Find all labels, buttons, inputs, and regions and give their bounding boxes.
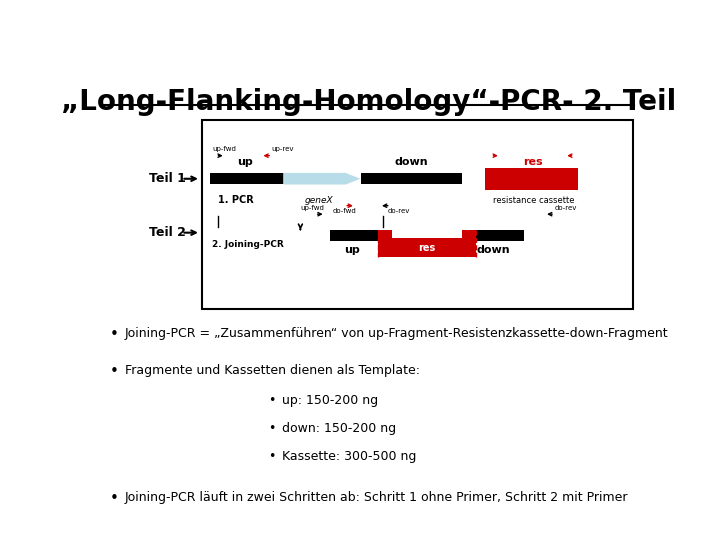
Text: res: res [418,243,436,253]
Text: up-rev: up-rev [271,146,294,152]
Text: do-rev: do-rev [387,208,410,214]
Text: down: down [476,245,510,254]
Text: up-fwd: up-fwd [301,205,325,211]
Text: Joining-PCR = „Zusammenführen“ von up-Fragment-Resistenzkassette-down-Fragment: Joining-PCR = „Zusammenführen“ von up-Fr… [125,327,668,340]
Text: 1. PCR: 1. PCR [218,195,253,205]
Text: Teil 2: Teil 2 [149,226,186,239]
Text: •: • [269,394,276,407]
Text: do-rev: do-rev [555,205,577,211]
Text: resistance cassette: resistance cassette [492,196,574,205]
FancyArrow shape [284,173,361,185]
Text: •: • [109,327,118,342]
Text: •: • [109,363,118,379]
Text: down: down [395,157,428,167]
Text: do-fwd: do-fwd [333,208,356,214]
Text: Kassette: 300-500 ng: Kassette: 300-500 ng [282,450,417,463]
Text: up: up [344,245,360,254]
Text: Fragmente und Kassetten dienen als Template:: Fragmente und Kassetten dienen als Templ… [125,363,420,376]
Text: •: • [109,491,118,507]
Text: •: • [269,422,276,435]
Bar [378,231,392,241]
Text: down: 150-200 ng: down: 150-200 ng [282,422,396,435]
Bar [462,231,524,241]
Bar [202,120,632,309]
Text: up: 150-200 ng: up: 150-200 ng [282,394,378,407]
Text: geneX: geneX [305,196,333,205]
Bar [378,238,476,257]
Text: up-fwd: up-fwd [212,146,236,152]
Text: res: res [523,157,543,167]
Bar [210,173,284,184]
Bar [361,173,462,184]
Text: up: up [237,157,253,167]
Text: 2. Joining-PCR: 2. Joining-PCR [212,240,284,249]
Text: Joining-PCR läuft in zwei Schritten ab: Schritt 1 ohne Primer, Schritt 2 mit Pri: Joining-PCR läuft in zwei Schritten ab: … [125,491,629,504]
Bar [485,168,578,190]
Text: Teil 1: Teil 1 [149,172,186,185]
Bar [330,231,392,241]
Text: „Long-Flanking-Homology“-PCR- 2. Teil: „Long-Flanking-Homology“-PCR- 2. Teil [61,88,677,116]
Bar [462,231,476,241]
Text: •: • [269,450,276,463]
